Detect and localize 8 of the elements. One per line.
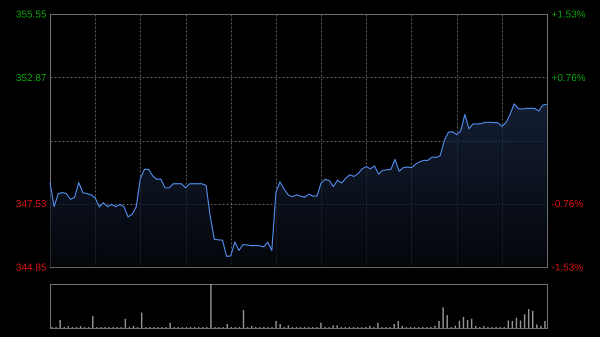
y2-tick-label: +1.53% <box>552 10 586 20</box>
y2-tick-label: -0.76% <box>552 198 584 210</box>
y2-tick-label: +0.76% <box>552 73 586 84</box>
y-tick-label: 352.87 <box>16 72 47 84</box>
y-tick-label: 355.55 <box>16 10 47 20</box>
y-tick-label: 347.53 <box>16 199 47 210</box>
y2-tick-label: -1.53% <box>552 262 584 274</box>
y-tick-label: 344.85 <box>16 262 47 274</box>
